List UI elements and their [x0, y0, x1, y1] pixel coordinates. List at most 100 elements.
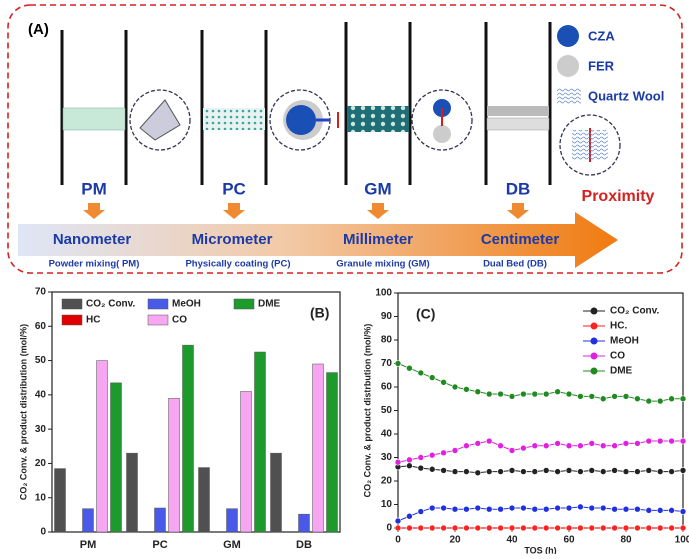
bar — [111, 383, 122, 532]
proximity: Proximity — [582, 188, 655, 205]
point — [486, 438, 492, 444]
cza-grain — [286, 105, 316, 135]
point — [600, 525, 606, 531]
point — [418, 370, 424, 376]
point — [634, 396, 640, 402]
method: GM — [364, 179, 391, 198]
point — [623, 525, 629, 531]
point — [566, 505, 572, 511]
bar — [271, 453, 282, 532]
point — [634, 506, 640, 512]
fer-grain — [433, 125, 451, 143]
point — [418, 455, 424, 461]
y-tick-label: 40 — [381, 429, 393, 440]
point — [566, 443, 572, 449]
point — [406, 457, 412, 463]
bed-pm — [63, 108, 125, 130]
legend-marker — [591, 323, 598, 330]
description: Dual Bed (DB) — [483, 259, 547, 270]
point — [520, 445, 526, 451]
point — [429, 505, 435, 511]
legend-label: CO₂ Conv. — [610, 306, 659, 317]
panel-label: (C) — [416, 306, 435, 322]
bar — [169, 398, 180, 532]
point — [395, 361, 401, 367]
point — [406, 525, 412, 531]
point — [441, 450, 447, 456]
point — [669, 396, 675, 402]
bar — [97, 361, 108, 532]
point — [600, 443, 606, 449]
point — [589, 393, 595, 399]
y-tick-label: 50 — [35, 355, 47, 366]
point — [498, 525, 504, 531]
point — [452, 384, 458, 390]
bar — [55, 469, 66, 532]
x-tick-label: 40 — [506, 535, 518, 546]
scale: Millimeter — [343, 231, 413, 248]
x-tick-label: PC — [152, 539, 167, 551]
method: DB — [506, 179, 531, 198]
point — [520, 525, 526, 531]
point — [646, 507, 652, 513]
point — [543, 467, 549, 473]
point — [669, 469, 675, 475]
point — [612, 393, 618, 399]
point — [429, 466, 435, 472]
y-axis-label: CO₂ Conv. & product distrbution (mol/%) — [362, 324, 372, 498]
legend-label: MeOH — [172, 299, 201, 310]
y-tick-label: 60 — [381, 382, 393, 393]
panel-label: (B) — [310, 305, 329, 321]
legend-swatch — [234, 299, 254, 309]
point — [623, 506, 629, 512]
plot-frame — [398, 293, 683, 528]
x-tick-label: PM — [80, 539, 97, 551]
point — [441, 467, 447, 473]
point — [463, 443, 469, 449]
bed-db-cza — [487, 118, 549, 130]
point — [475, 525, 481, 531]
method: PC — [222, 179, 246, 198]
bed-gm — [347, 106, 409, 132]
point — [532, 506, 538, 512]
point — [543, 443, 549, 449]
y-tick-label: 30 — [35, 424, 47, 435]
legend-swatch — [62, 315, 82, 325]
point — [577, 504, 583, 510]
point — [612, 467, 618, 473]
point — [486, 469, 492, 475]
method-labels: PM PC GM DB — [81, 179, 530, 198]
descriptions: Powder mixing( PM) Physically coating (P… — [49, 259, 547, 270]
legend-marker — [591, 308, 598, 315]
point — [509, 467, 515, 473]
figure: (A) CZA FER Quartz Wool PM PC GM DB Prox… — [0, 0, 689, 554]
point — [418, 509, 424, 515]
down-arrows — [83, 203, 529, 219]
point — [566, 467, 572, 473]
plot-frame — [52, 292, 340, 532]
x-tick-label: 100 — [675, 535, 689, 546]
legend-label: MeOH — [610, 336, 639, 347]
point — [406, 463, 412, 469]
point — [589, 525, 595, 531]
point — [600, 396, 606, 402]
point — [669, 438, 675, 444]
legend-label: CO₂ Conv. — [86, 299, 135, 310]
point — [486, 525, 492, 531]
y-tick-label: 70 — [35, 287, 47, 298]
point — [475, 470, 481, 476]
point — [509, 505, 515, 511]
point — [463, 506, 469, 512]
bar — [183, 345, 194, 532]
bar — [127, 453, 138, 532]
point — [532, 443, 538, 449]
point — [429, 375, 435, 381]
point — [623, 393, 629, 399]
point — [555, 505, 561, 511]
legend-swatch — [148, 315, 168, 325]
y-tick-label: 30 — [381, 452, 393, 463]
legend-marker — [591, 353, 598, 360]
point — [669, 525, 675, 531]
legend-label: HC — [86, 315, 100, 326]
bar — [327, 373, 338, 532]
